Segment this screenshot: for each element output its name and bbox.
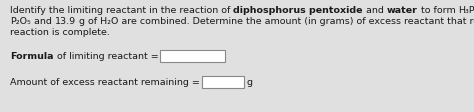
Text: of limiting reactant =: of limiting reactant = <box>54 52 158 61</box>
Text: Amount of excess reactant remaining =: Amount of excess reactant remaining = <box>10 78 200 87</box>
Bar <box>202 76 244 88</box>
Text: water: water <box>387 6 418 15</box>
Text: P₂O₅: P₂O₅ <box>10 17 31 26</box>
Text: g: g <box>247 78 253 87</box>
Text: reaction is complete.: reaction is complete. <box>10 28 110 37</box>
Text: 13.9: 13.9 <box>55 17 76 26</box>
Text: and: and <box>363 6 387 15</box>
Text: Formula: Formula <box>10 52 54 61</box>
Text: to form: to form <box>418 6 458 15</box>
Bar <box>160 50 225 62</box>
Text: g of H₂O are combined. Determine the amount (in grams) of excess reactant that r: g of H₂O are combined. Determine the amo… <box>76 17 474 26</box>
Text: diphosphorus pentoxide: diphosphorus pentoxide <box>233 6 363 15</box>
Text: and: and <box>31 17 55 26</box>
Text: Identify the limiting reactant in the reaction of: Identify the limiting reactant in the re… <box>10 6 233 15</box>
Text: H₃PO₄: H₃PO₄ <box>458 6 474 15</box>
